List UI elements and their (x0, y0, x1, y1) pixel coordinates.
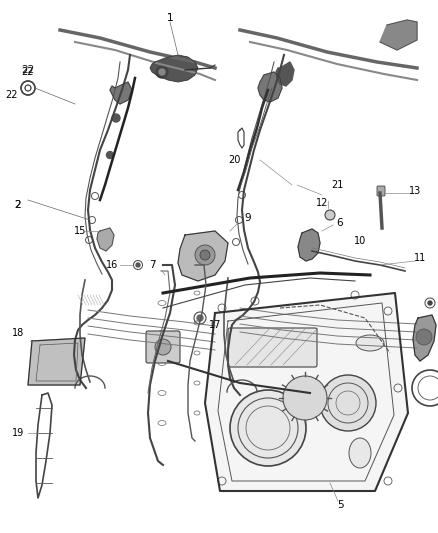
Text: 2: 2 (15, 200, 21, 210)
Circle shape (106, 151, 113, 158)
Circle shape (428, 301, 432, 305)
Text: 3: 3 (437, 333, 438, 343)
Text: 10: 10 (354, 236, 366, 246)
Text: 1: 1 (167, 13, 173, 23)
FancyBboxPatch shape (377, 186, 385, 196)
Text: 20: 20 (228, 155, 240, 165)
Polygon shape (380, 20, 417, 50)
Text: 21: 21 (331, 180, 343, 190)
Text: 5: 5 (337, 500, 343, 510)
Text: 22: 22 (22, 67, 34, 77)
Circle shape (230, 390, 306, 466)
Circle shape (200, 250, 210, 260)
Text: 2: 2 (15, 200, 21, 210)
Ellipse shape (349, 438, 371, 468)
Text: 13: 13 (409, 186, 421, 196)
Circle shape (156, 66, 168, 78)
Text: 11: 11 (414, 253, 426, 263)
Polygon shape (276, 62, 294, 86)
Text: 9: 9 (245, 213, 251, 223)
Polygon shape (413, 315, 436, 361)
Circle shape (155, 339, 171, 355)
Text: 17: 17 (209, 320, 221, 330)
Text: 12: 12 (316, 198, 328, 208)
Text: 6: 6 (337, 218, 343, 228)
Text: 1: 1 (167, 13, 173, 23)
Polygon shape (28, 338, 85, 385)
Polygon shape (258, 72, 282, 102)
Circle shape (159, 69, 165, 75)
Text: 22: 22 (6, 90, 18, 100)
Text: 18: 18 (12, 328, 24, 338)
Circle shape (112, 114, 120, 122)
Text: 15: 15 (74, 226, 86, 236)
Text: 22: 22 (21, 65, 35, 75)
Polygon shape (205, 293, 408, 491)
FancyBboxPatch shape (228, 328, 317, 367)
Ellipse shape (356, 335, 384, 351)
Polygon shape (97, 228, 114, 251)
Polygon shape (110, 82, 132, 104)
Text: 8: 8 (437, 398, 438, 408)
Text: 7: 7 (148, 260, 155, 270)
Circle shape (283, 376, 327, 420)
Circle shape (197, 315, 203, 321)
Circle shape (136, 263, 140, 267)
Circle shape (416, 329, 432, 345)
Text: 4: 4 (437, 296, 438, 306)
FancyBboxPatch shape (146, 331, 180, 363)
Circle shape (320, 375, 376, 431)
Text: 16: 16 (106, 260, 118, 270)
Polygon shape (150, 55, 198, 82)
Polygon shape (178, 231, 228, 281)
Text: 19: 19 (12, 428, 24, 438)
Circle shape (325, 210, 335, 220)
Circle shape (195, 245, 215, 265)
Polygon shape (298, 229, 320, 261)
